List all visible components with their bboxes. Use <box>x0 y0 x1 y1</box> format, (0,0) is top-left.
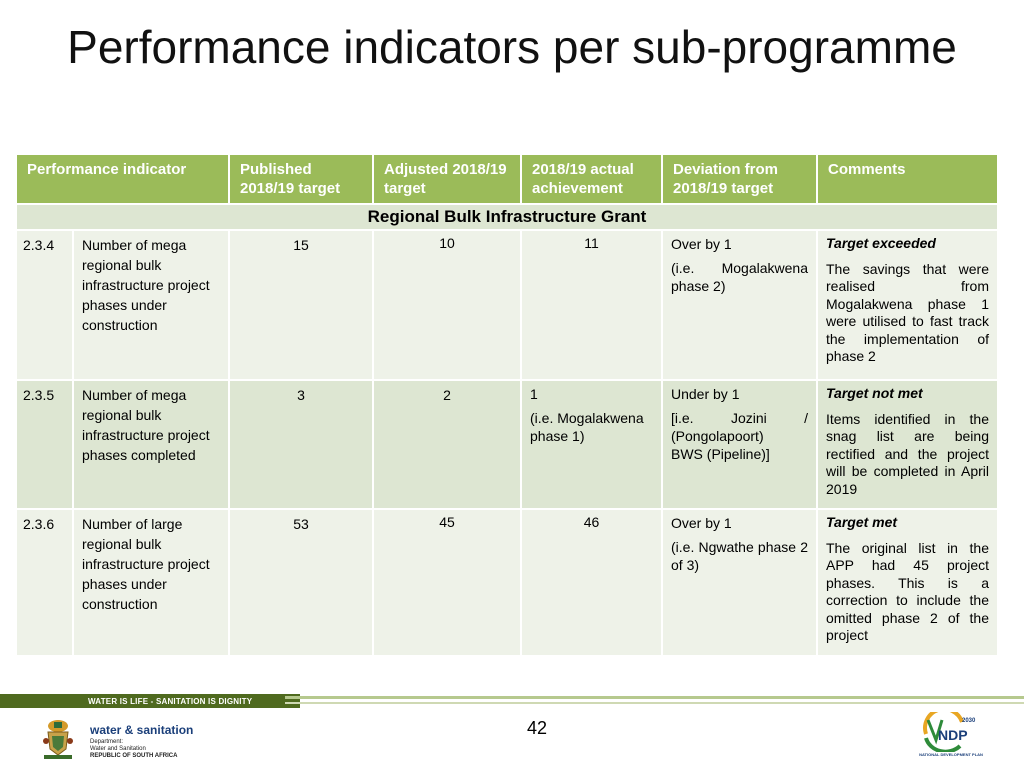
footer-slogan: WATER IS LIFE - SANITATION IS DIGNITY <box>88 697 253 706</box>
indicator-code: 2.3.6 <box>15 508 74 657</box>
indicator-table-wrapper: Performance indicator Published 2018/19 … <box>15 153 999 657</box>
coat-of-arms-icon <box>43 720 73 759</box>
ndp-emblem-icon: NDP 2030 <box>923 707 976 754</box>
section-title: Regional Bulk Infrastructure Grant <box>15 203 999 231</box>
department-name: water & sanitation <box>90 723 194 737</box>
comments-cell: Target met The original list in the APP … <box>816 508 999 657</box>
indicator-code: 2.3.4 <box>15 229 74 381</box>
department-details: Department: Water and Sanitation REPUBLI… <box>90 739 177 760</box>
slide-title: Performance indicators per sub-programme <box>67 21 957 73</box>
published-target: 15 <box>228 229 374 381</box>
header-adjusted-target: Adjusted 2018/19 target <box>372 153 522 205</box>
deviation-summary: Over by 1 <box>671 515 732 531</box>
deviation-detail: (i.e. Ngwathe phase 2 of 3) <box>671 539 808 573</box>
published-target: 53 <box>228 508 374 657</box>
actual-value: 11 <box>584 235 599 251</box>
comment-status: Target not met <box>826 385 923 401</box>
table-row: 2.3.6 Number of large regional bulk infr… <box>15 508 999 657</box>
ndp-label: NATIONAL DEVELOPMENT PLAN <box>919 752 983 757</box>
header-comments: Comments <box>816 153 999 205</box>
table-row: 2.3.4 Number of mega regional bulk infra… <box>15 229 999 381</box>
header-performance-indicator: Performance indicator <box>15 153 230 205</box>
deviation-cell: Over by 1 (i.e. Ngwathe phase 2 of 3) <box>661 508 818 657</box>
actual-note: (i.e. Mogalakwena phase 1) <box>530 410 644 444</box>
deviation-detail-2: BWS (Pipeline)] <box>671 446 770 462</box>
header-published-target: Published 2018/19 target <box>228 153 374 205</box>
deviation-detail: (i.e. Mogalakwena phase 2) <box>671 260 808 294</box>
section-row: Regional Bulk Infrastructure Grant <box>15 203 999 231</box>
footer-bar-dark <box>0 694 300 708</box>
ndp-short: NDP <box>938 727 968 743</box>
indicator-code: 2.3.5 <box>15 379 74 510</box>
table-row: 2.3.5 Number of mega regional bulk infra… <box>15 379 999 510</box>
actual-achievement: 11 <box>520 229 663 381</box>
page-number: 42 <box>526 718 548 738</box>
performance-indicator-table: Performance indicator Published 2018/19 … <box>15 153 999 657</box>
header-deviation: Deviation from 2018/19 target <box>661 153 818 205</box>
deviation-summary: Under by 1 <box>671 386 740 402</box>
adjusted-value: 10 <box>439 235 455 251</box>
published-target: 3 <box>228 379 374 510</box>
comments-cell: Target exceeded The savings that were re… <box>816 229 999 381</box>
comment-text: The savings that were realised from Moga… <box>826 260 989 365</box>
indicator-description: Number of mega regional bulk infrastruct… <box>72 379 230 510</box>
header-actual-achievement: 2018/19 actual achievement <box>520 153 663 205</box>
adjusted-target: 10 <box>372 229 522 381</box>
indicator-description: Number of mega regional bulk infrastruct… <box>72 229 230 381</box>
deviation-detail: [i.e. Jozini / (Pongolapoort) <box>671 410 808 444</box>
table-header-row: Performance indicator Published 2018/19 … <box>15 153 999 205</box>
comments-cell: Target not met Items identified in the s… <box>816 379 999 510</box>
footer-line <box>285 696 1024 699</box>
adjusted-value: 45 <box>439 514 455 530</box>
department-line: Water and Sanitation <box>90 746 146 752</box>
comment-text: The original list in the APP had 45 proj… <box>826 539 989 644</box>
comment-text: Items identified in the snag list are be… <box>826 410 989 497</box>
ndp-logo: NDP 2030 NATIONAL DEVELOPMENT PLAN <box>912 707 990 766</box>
deviation-summary: Over by 1 <box>671 236 732 252</box>
actual-value: 1 <box>530 386 538 402</box>
actual-achievement: 46 <box>520 508 663 657</box>
deviation-cell: Over by 1 (i.e. Mogalakwena phase 2) <box>661 229 818 381</box>
comment-status: Target exceeded <box>826 235 936 251</box>
department-logo: water & sanitation Department: Water and… <box>38 715 218 763</box>
footer-bar <box>0 694 1024 708</box>
deviation-cell: Under by 1 [i.e. Jozini / (Pongolapoort)… <box>661 379 818 510</box>
actual-achievement: 1 (i.e. Mogalakwena phase 1) <box>520 379 663 510</box>
ndp-year: 2030 <box>962 718 976 724</box>
department-line: REPUBLIC OF SOUTH AFRICA <box>90 753 178 759</box>
indicator-description: Number of large regional bulk infrastruc… <box>72 508 230 657</box>
comment-status: Target met <box>826 514 898 530</box>
actual-value: 46 <box>583 514 600 530</box>
adjusted-target: 45 <box>372 508 522 657</box>
adjusted-target: 2 <box>372 379 522 510</box>
department-line: Department: <box>90 739 124 745</box>
footer-line-secondary <box>285 702 1024 704</box>
